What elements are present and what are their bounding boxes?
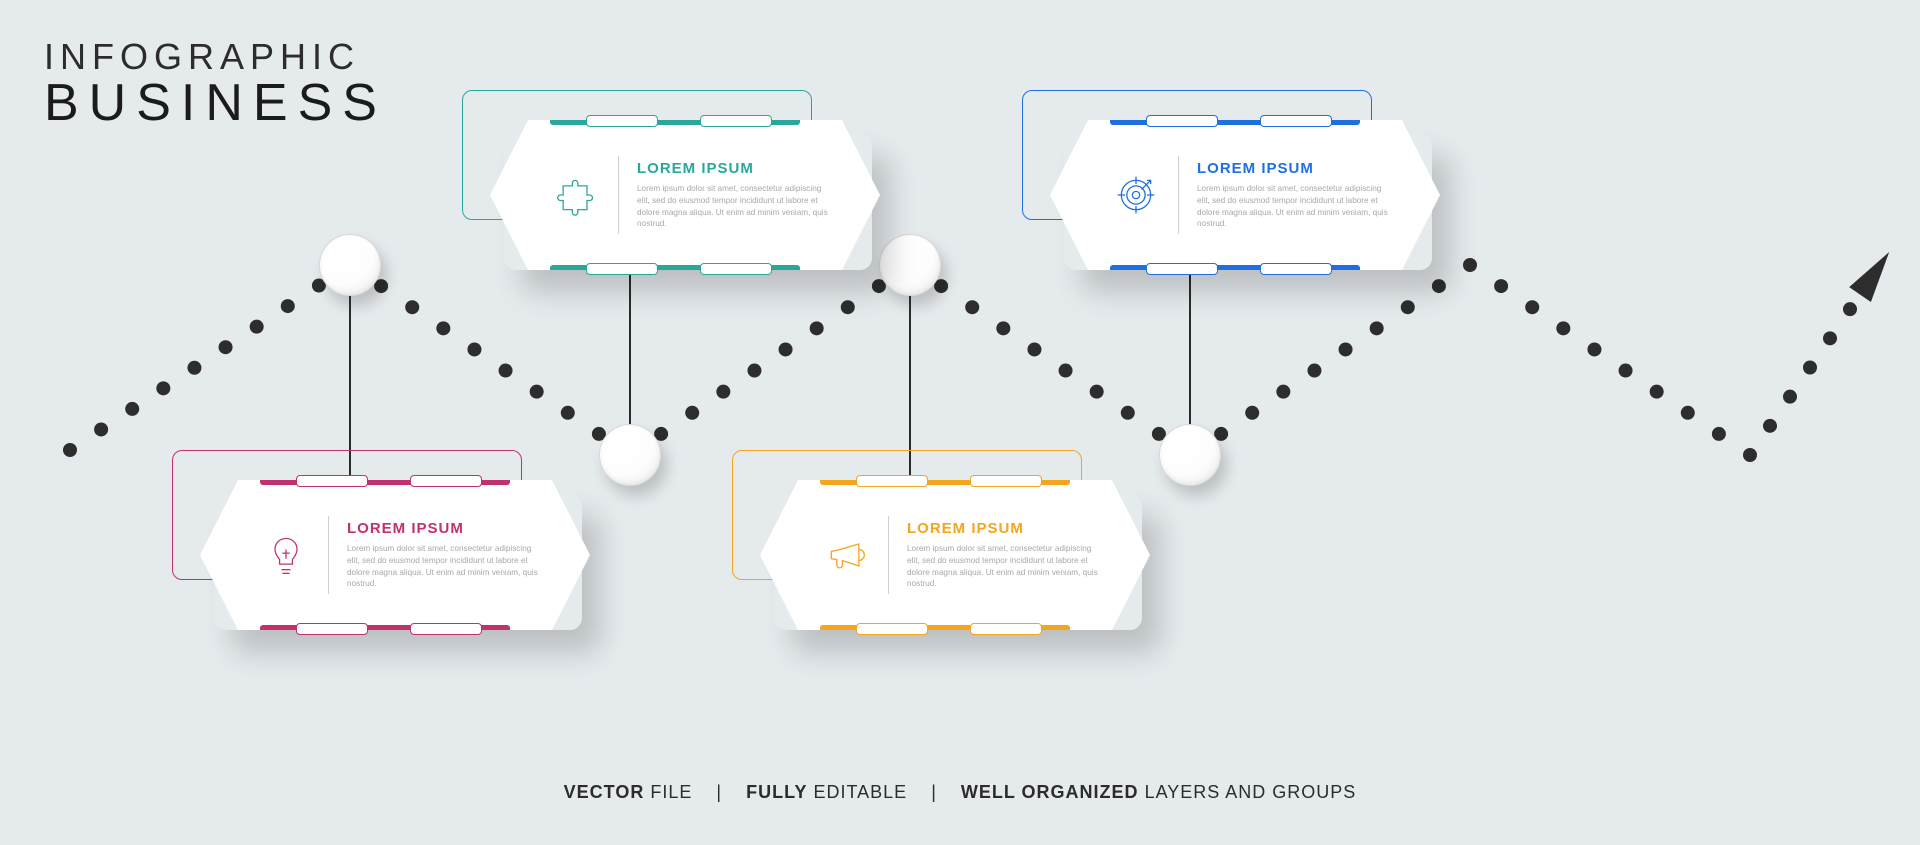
megaphone-icon bbox=[818, 527, 874, 583]
target-icon bbox=[1108, 167, 1164, 223]
info-card: LOREM IPSUM Lorem ipsum dolor sit amet, … bbox=[760, 480, 1150, 630]
timeline-node bbox=[599, 424, 661, 486]
footer-seg2-norm: EDITABLE bbox=[813, 782, 907, 802]
footer-seg1-bold: VECTOR bbox=[564, 782, 645, 802]
card-body: LOREM IPSUM Lorem ipsum dolor sit amet, … bbox=[760, 480, 1150, 630]
stage: INFOGRAPHIC BUSINESS VECTOR FILE | FULLY… bbox=[0, 0, 1920, 845]
footer-tagline: VECTOR FILE | FULLY EDITABLE | WELL ORGA… bbox=[0, 782, 1920, 803]
card-text: Lorem ipsum dolor sit amet, consectetur … bbox=[347, 543, 542, 591]
card-title: LOREM IPSUM bbox=[1197, 160, 1398, 177]
footer-seg2-bold: FULLY bbox=[746, 782, 807, 802]
card-text: Lorem ipsum dolor sit amet, consectetur … bbox=[637, 183, 832, 231]
info-card: LOREM IPSUM Lorem ipsum dolor sit amet, … bbox=[490, 120, 880, 270]
card-body: LOREM IPSUM Lorem ipsum dolor sit amet, … bbox=[490, 120, 880, 270]
timeline-node bbox=[879, 234, 941, 296]
card-body: LOREM IPSUM Lorem ipsum dolor sit amet, … bbox=[1050, 120, 1440, 270]
connector-line bbox=[1189, 270, 1191, 424]
lightbulb-icon bbox=[258, 527, 314, 583]
card-title: LOREM IPSUM bbox=[907, 520, 1108, 537]
timeline-node bbox=[1159, 424, 1221, 486]
timeline-node bbox=[319, 234, 381, 296]
puzzle-icon bbox=[548, 167, 604, 223]
info-card: LOREM IPSUM Lorem ipsum dolor sit amet, … bbox=[1050, 120, 1440, 270]
title-line-2: BUSINESS bbox=[44, 76, 387, 131]
card-title: LOREM IPSUM bbox=[637, 160, 838, 177]
card-title: LOREM IPSUM bbox=[347, 520, 548, 537]
title-line-1: INFOGRAPHIC bbox=[44, 38, 387, 76]
connector-line bbox=[629, 270, 631, 424]
footer-seg1-norm: FILE bbox=[650, 782, 692, 802]
footer-seg3-bold: WELL ORGANIZED bbox=[961, 782, 1139, 802]
card-body: LOREM IPSUM Lorem ipsum dolor sit amet, … bbox=[200, 480, 590, 630]
card-text: Lorem ipsum dolor sit amet, consectetur … bbox=[907, 543, 1102, 591]
info-card: LOREM IPSUM Lorem ipsum dolor sit amet, … bbox=[200, 480, 590, 630]
card-text: Lorem ipsum dolor sit amet, consectetur … bbox=[1197, 183, 1392, 231]
page-title: INFOGRAPHIC BUSINESS bbox=[44, 38, 387, 130]
footer-seg3-norm: LAYERS AND GROUPS bbox=[1145, 782, 1357, 802]
